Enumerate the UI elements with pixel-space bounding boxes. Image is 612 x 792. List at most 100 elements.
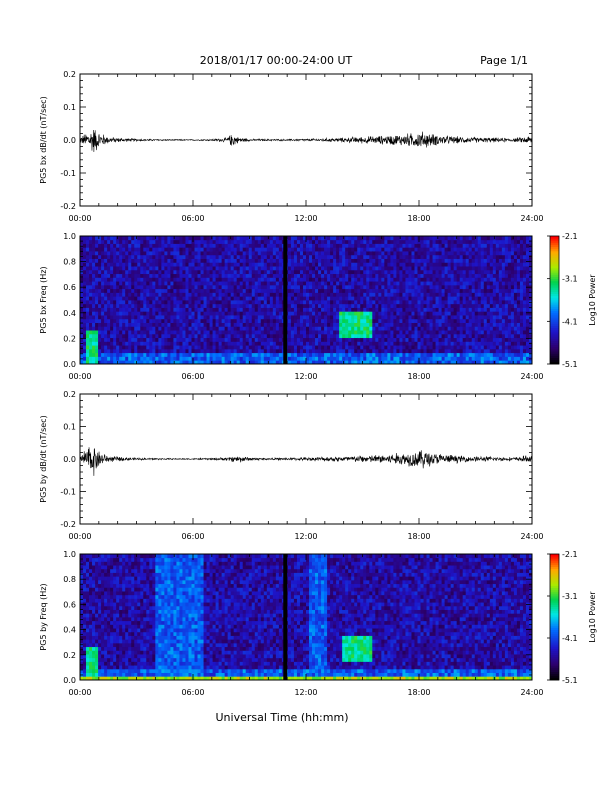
spectrogram-cell [471,296,476,301]
spectrogram-cell [152,288,156,293]
spectrogram-cell [287,266,292,271]
spectrogram-cell [140,330,144,335]
spectrogram-cell [465,360,470,365]
spectrogram-cell [372,337,376,342]
spectrogram-cell [378,356,382,361]
spectrogram-cell [381,307,385,312]
spectrogram-cell [125,307,129,312]
spectrogram-cell [360,266,364,271]
spectrogram-cell [128,360,132,365]
spectrogram-cell [230,360,235,365]
spectrogram-cell [248,333,253,339]
spectrogram-cell [107,288,111,293]
spectrogram-cell [278,307,283,312]
spectrogram-cell [86,288,90,293]
spectrogram-cell [351,277,355,282]
spectrogram-cell [125,239,129,244]
spectrogram-cell [405,236,409,241]
spectrogram-cell [149,273,153,278]
spectrogram-cell [245,288,250,293]
spectrogram-cell [399,281,403,286]
spectrogram-cell [143,292,147,297]
spectrogram-cell [149,236,153,241]
spectrogram-cell [372,239,376,244]
spectrogram-cell [480,300,485,305]
spectrogram-cell [101,284,105,290]
spectrogram-cell [173,247,177,252]
spectrogram-cell [299,307,304,312]
spectrogram-cell [188,269,192,275]
spectrogram-cell [116,311,120,316]
spectrogram-cell [179,277,183,282]
spectrogram-cell [489,266,494,271]
spectrogram-cell [474,337,479,342]
spectrogram-cell [357,251,361,256]
spectrogram-cell [468,326,473,331]
spectrogram-cell [345,352,349,357]
spectrogram-cell [306,277,310,282]
spectrogram-cell [173,258,177,263]
spectrogram-cell [212,266,216,271]
spectrogram-cell [381,318,385,323]
spectrogram-cell [504,262,509,267]
spectrogram-cell [369,360,373,365]
spectrogram-cell [254,333,259,339]
spectrogram-cell [504,284,509,290]
spectrogram-cell [152,356,156,361]
spectrogram-cell [447,333,452,339]
spectrogram-cell [345,243,349,248]
spectrogram-cell [468,341,473,346]
spectrogram-cell [342,247,346,252]
spectrogram-cell [143,352,147,357]
spectrogram-cell [363,254,367,259]
spectrogram-cell [158,300,162,305]
spectrogram-cell [191,292,195,297]
spectrogram-cell [417,311,421,316]
spectrogram-cell [426,341,430,346]
spectrogram-cell [86,360,90,365]
spectrogram-cell [128,330,132,335]
spectrogram-cell [333,269,337,275]
spectrogram-cell [459,269,464,275]
spectrogram-cell [215,330,220,335]
spectrogram-cell [179,273,183,278]
spectrogram-cell [336,239,340,244]
spectrogram-cell [125,300,129,305]
spectrogram-cell [390,292,394,297]
spectrogram-cell [119,284,123,290]
spectrogram-cell [161,296,165,301]
spectrogram-cell [296,258,301,263]
spectrogram-cell [119,348,123,354]
spectrogram-cell [206,236,210,241]
spectrogram-cell [390,296,394,301]
spectrogram-cell [507,303,512,308]
spectrogram-cell [170,269,174,275]
spectrogram-cell [441,288,446,293]
spectrogram-cell [188,352,192,357]
spectrogram-cell [366,300,370,305]
spectrogram-cell [426,326,430,331]
spectrogram-cell [489,330,494,335]
spectrogram-cell [203,266,207,271]
spectrogram-cell [173,300,177,305]
spectrogram-cell [92,262,96,267]
spectrogram-cell [318,337,322,342]
spectrogram-cell [381,269,385,275]
spectrogram-cell [218,251,223,256]
spectrogram-cell [230,281,235,286]
spectrogram-cell [80,311,84,316]
spectrogram-cell [441,360,446,365]
spectrogram-cell [260,311,265,316]
spectrogram-cell [426,300,430,305]
spectrogram-cell [92,292,96,297]
spectrogram-cell [321,315,325,320]
spectrogram-cell [348,315,352,320]
spectrogram-cell [245,360,250,365]
spectrogram-cell [480,292,485,297]
spectrogram-cell [227,258,232,263]
spectrogram-cell [504,303,509,308]
spectrogram-cell [372,307,376,312]
spectrogram-cell [426,277,430,282]
spectrogram-cell [432,239,436,244]
spectrogram-cell [86,341,90,346]
